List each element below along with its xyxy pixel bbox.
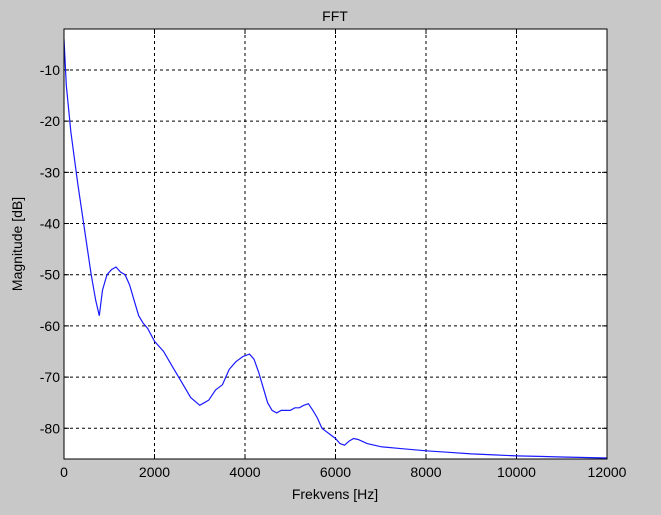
plot-area xyxy=(64,29,607,459)
series-line xyxy=(63,39,608,459)
x-tick-label: 2000 xyxy=(139,464,170,480)
y-tick-label: -20 xyxy=(40,113,60,129)
y-tick-label: -60 xyxy=(40,318,60,334)
x-tick-label: 8000 xyxy=(410,464,441,480)
y-tick-label: -10 xyxy=(40,62,60,78)
axes-frame xyxy=(63,28,608,460)
tick-labels: 0 2000 4000 6000 8000 10000 12000 -10 -20 -30 -40 -… xyxy=(40,62,627,480)
chart-title: FFT xyxy=(322,8,348,24)
y-axis-label: Magnitude [dB] xyxy=(9,197,25,291)
y-tick-label: -70 xyxy=(40,369,60,385)
y-tick-label: -80 xyxy=(40,420,60,436)
y-tick-label: -30 xyxy=(40,164,60,180)
x-tick-label: 4000 xyxy=(229,464,260,480)
y-tick-label: -40 xyxy=(40,216,60,232)
y-tick-label: -50 xyxy=(40,267,60,283)
grid xyxy=(64,29,607,459)
x-axis-label: Frekvens [Hz] xyxy=(292,486,378,502)
x-tick-label: 10000 xyxy=(497,464,536,480)
x-tick-label: 6000 xyxy=(320,464,351,480)
x-tick-label: 12000 xyxy=(588,464,627,480)
x-tick-label: 0 xyxy=(60,464,68,480)
